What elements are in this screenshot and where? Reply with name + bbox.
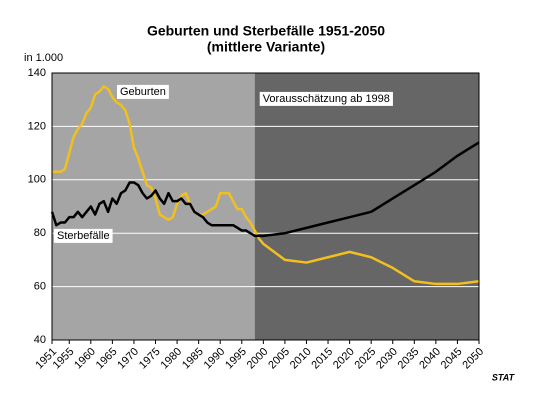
legend-box <box>117 84 169 99</box>
x-tick-label: 1980 <box>158 346 184 372</box>
x-tick-label: 2035 <box>396 346 422 372</box>
legend-label: Sterbefälle <box>57 230 110 242</box>
x-tick-label: 1990 <box>202 346 228 372</box>
chart-title: Geburten und Sterbefälle 1951-2050 <box>147 23 385 39</box>
x-tick-label: 2050 <box>460 346 486 372</box>
y-tick-label: 60 <box>34 281 46 293</box>
x-tick-label: 1960 <box>72 346 98 372</box>
x-tick-label: 1970 <box>115 346 141 372</box>
x-tick-label: 1995 <box>223 346 249 372</box>
forecast-background <box>254 73 479 340</box>
legend-label: Geburten <box>120 86 166 98</box>
x-tick-label: 2045 <box>439 346 465 372</box>
x-tick-label: 2025 <box>353 346 379 372</box>
x-tick-label: 2010 <box>288 346 314 372</box>
y-tick-label: 40 <box>34 334 46 346</box>
x-tick-label: 2040 <box>417 346 443 372</box>
annotation-box <box>259 91 393 106</box>
chart-subtitle: (mittlere Variante) <box>207 39 325 55</box>
y-tick-label: 120 <box>28 120 46 132</box>
y-axis-label: in 1.000 <box>24 52 63 64</box>
x-tick-label: 2030 <box>374 346 400 372</box>
x-tick-label: 2020 <box>331 346 357 372</box>
x-tick-label: 2015 <box>309 346 335 372</box>
x-tick-label: 1985 <box>180 346 206 372</box>
x-tick-label: 2000 <box>245 346 271 372</box>
y-tick-label: 80 <box>34 227 46 239</box>
annotation: Vorausschätzung ab 1998 <box>263 93 390 105</box>
logo: STAT <box>492 372 516 382</box>
plot-frame <box>51 72 480 341</box>
x-tick-label: 2005 <box>266 346 292 372</box>
history-background <box>52 73 255 340</box>
series-line <box>50 141 480 238</box>
x-tick-label: 1965 <box>94 346 120 372</box>
x-tick-label: 1975 <box>137 346 163 372</box>
y-tick-label: 140 <box>28 67 46 79</box>
y-tick-label: 100 <box>28 174 46 186</box>
legend-box <box>54 228 113 243</box>
